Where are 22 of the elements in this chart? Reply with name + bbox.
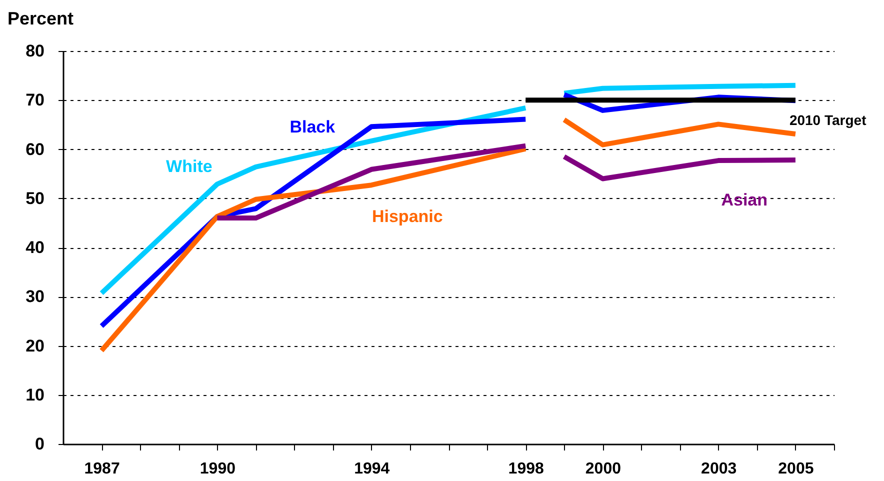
x-tick-label: 1998: [508, 460, 544, 478]
y-tick-label: 70: [26, 90, 44, 110]
series-label: Black: [290, 118, 336, 137]
y-tick-label: 10: [26, 385, 44, 404]
y-axis-title: Percent: [8, 8, 74, 28]
y-tick-label: 80: [26, 42, 44, 60]
x-tick-label: 1987: [84, 460, 120, 478]
y-tick-label: 50: [26, 188, 44, 208]
x-tick-label: 1994: [354, 460, 390, 478]
y-tick-label: 40: [26, 238, 44, 257]
series-label: White: [166, 157, 212, 176]
series-label: 2010 Target: [789, 112, 867, 128]
x-tick-label: 2005: [778, 460, 814, 478]
y-tick-label: 20: [26, 336, 44, 356]
y-tick-label: 0: [35, 434, 44, 454]
x-tick-label: 1990: [200, 460, 236, 478]
y-tick-label: 60: [26, 140, 44, 159]
x-tick-label: 2003: [701, 460, 737, 478]
y-tick-label: 30: [26, 287, 44, 306]
series-label: Asian: [721, 190, 768, 210]
series-label: Hispanic: [372, 207, 443, 226]
x-tick-label: 2000: [585, 460, 622, 478]
